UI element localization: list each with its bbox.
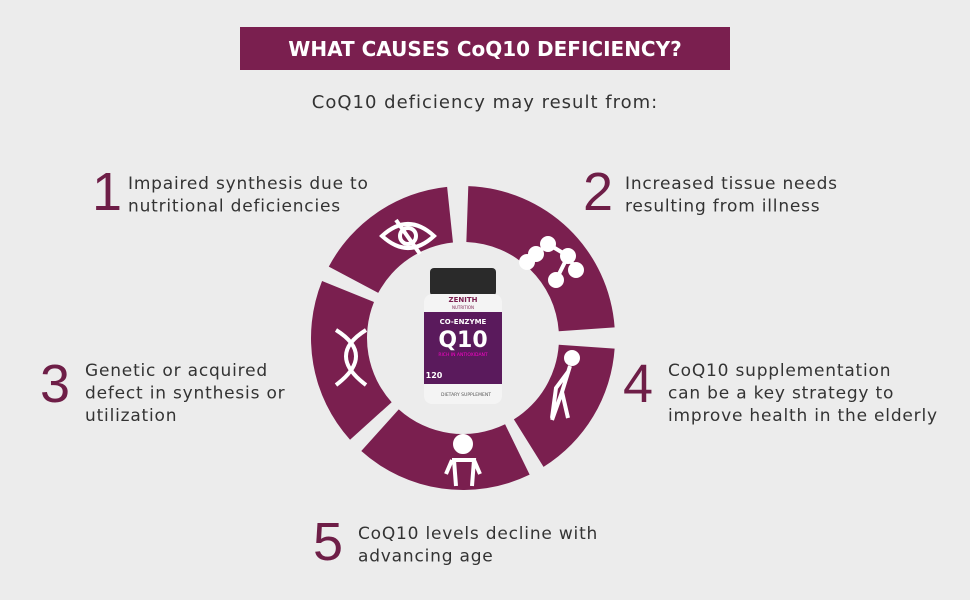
item-number: 4 [623,354,653,414]
item-text: CoQ10 supplementation [668,361,891,381]
ring-segment [311,281,392,440]
elder-head [564,350,580,366]
dna-icon [334,328,368,387]
item-text: defect in synthesis or [85,384,285,404]
item-text: nutritional deficiencies [128,197,341,217]
ring-segment [361,409,530,490]
molecule-bonds [525,241,578,281]
items: 1 Impaired synthesis due to nutritional de… [40,162,938,572]
item-number: 5 [313,512,343,572]
bottle-label [424,312,502,384]
subtitle: CoQ10 deficiency may result from: [312,92,658,113]
item-text: Increased tissue needs [625,174,838,194]
eye-pupil [398,226,418,246]
title: WHAT CAUSES CoQ10 DEFICIENCY? [288,37,681,61]
eye-icon [379,222,437,250]
item-text: can be a key strategy to [668,384,894,404]
claim: RICH IN ANTIOXIDANT [438,352,488,358]
item-text: Genetic or acquired [85,361,268,381]
icons [334,218,584,487]
bottle: ZENITH NUTRITION CO-ENZYME Q10 RICH IN A… [424,268,502,404]
eye-slash [394,218,422,256]
title-box [240,27,730,70]
item-text: utilization [85,406,177,426]
ring [311,186,615,490]
ring-segment [328,186,453,293]
brand-sub: NUTRITION [452,305,474,310]
item-text: Impaired synthesis due to [128,174,369,194]
product: CO-ENZYME [440,318,487,326]
item-text: improve health in the elderly [668,406,938,426]
product-name: Q10 [438,328,487,353]
item-text: CoQ10 levels decline with [358,524,598,544]
elder-body [550,365,572,421]
bottle-cap [430,268,496,296]
count: 120 [426,371,443,380]
item-number: 1 [92,162,122,222]
bottle-footer: DIETARY SUPPLEMENT [441,392,491,398]
item-number: 2 [583,162,613,222]
item-text: advancing age [358,547,494,567]
item-number: 3 [40,354,70,414]
item-text: resulting from illness [625,197,820,217]
person-head [453,434,473,454]
brand: ZENITH [449,296,478,304]
person-body [444,458,482,487]
